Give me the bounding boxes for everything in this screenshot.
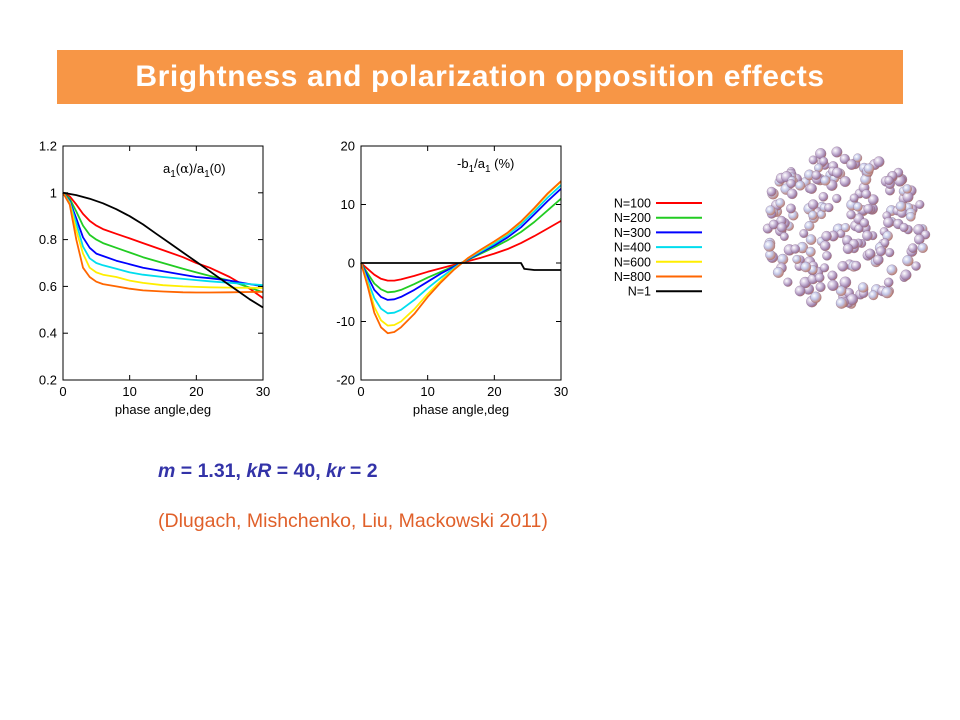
- series-line-N-400: [360, 184, 562, 315]
- y-tick-label: 0.2: [39, 373, 57, 388]
- param-m-value: = 1.31,: [175, 460, 247, 482]
- legend-label-N-1: N=1: [628, 285, 651, 299]
- series-line-N-100: [62, 192, 264, 299]
- brightness-chart: 0 10 20 30 0.2 0.4 0.6 0.8 1 1.2 phase angle,deg a1…: [39, 139, 270, 418]
- page-title: Brightness and polarization opposition e…: [135, 60, 825, 93]
- x-tick-label: 20: [487, 384, 501, 399]
- legend-label-N-100: N=100: [614, 197, 651, 211]
- param-kR-symbol: kR: [246, 460, 272, 482]
- y-tick-label: 0.4: [39, 326, 57, 341]
- chart-title: a1(α)/a1(0): [163, 161, 226, 180]
- series-line-N-1: [62, 191, 264, 309]
- y-tick-label: 1: [50, 185, 57, 200]
- chart-title: -b1/a1 (%): [457, 156, 514, 175]
- x-tick-label: 0: [59, 384, 66, 399]
- x-tick-label: 10: [122, 384, 136, 399]
- y-tick-label: -20: [336, 373, 355, 388]
- series-line-N-800: [62, 192, 264, 294]
- simulation-parameters: m = 1.31, kR = 40, kr = 2: [158, 460, 378, 483]
- y-tick-label: -10: [336, 314, 355, 329]
- particle-cluster-icon: [762, 146, 931, 309]
- legend-label-N-200: N=200: [614, 211, 651, 225]
- polarization-chart: 0 10 20 30 -20 -10 0 10 20 phase angle,deg -b1/a1 …: [336, 139, 568, 418]
- title-banner: Brightness and polarization opposition e…: [57, 50, 903, 104]
- series-line-N-1: [361, 262, 561, 271]
- series-line-N-600: [360, 181, 562, 327]
- citation: (Dlugach, Mishchenko, Liu, Mackowski 201…: [158, 510, 548, 532]
- plot-frame: [62, 145, 264, 381]
- series-line-N-300: [62, 192, 264, 288]
- legend-label-N-600: N=600: [614, 255, 651, 269]
- series-line-N-600: [62, 192, 264, 289]
- param-kR-value: = 40,: [271, 460, 327, 482]
- x-axis-label: phase angle,deg: [115, 402, 211, 417]
- series-line-N-300: [360, 188, 562, 301]
- legend-label-N-800: N=800: [614, 270, 651, 284]
- x-tick-label: 30: [256, 384, 270, 399]
- param-kr-value: = 2: [344, 460, 378, 482]
- series-line-N-200: [360, 198, 562, 294]
- series-line-N-200: [62, 192, 264, 294]
- y-tick-label: 1.2: [39, 139, 57, 154]
- legend-label-N-400: N=400: [614, 241, 651, 255]
- series-line-N-100: [360, 220, 562, 282]
- y-tick-label: 0: [348, 256, 355, 271]
- series-line-N-800: [360, 180, 562, 335]
- x-tick-label: 20: [189, 384, 203, 399]
- legend-label-N-300: N=300: [614, 226, 651, 240]
- y-tick-label: 0.8: [39, 232, 57, 247]
- param-m-symbol: m: [158, 460, 176, 482]
- x-tick-label: 30: [554, 384, 568, 399]
- y-tick-label: 20: [341, 139, 355, 154]
- x-tick-label: 10: [420, 384, 434, 399]
- x-axis-label: phase angle,deg: [413, 402, 509, 417]
- y-tick-label: 0.6: [39, 279, 57, 294]
- x-tick-label: 0: [357, 384, 364, 399]
- param-kr-symbol: kr: [326, 460, 345, 482]
- cluster-particles: [762, 146, 931, 309]
- series-line-N-400: [62, 192, 264, 287]
- y-tick-label: 10: [341, 197, 355, 212]
